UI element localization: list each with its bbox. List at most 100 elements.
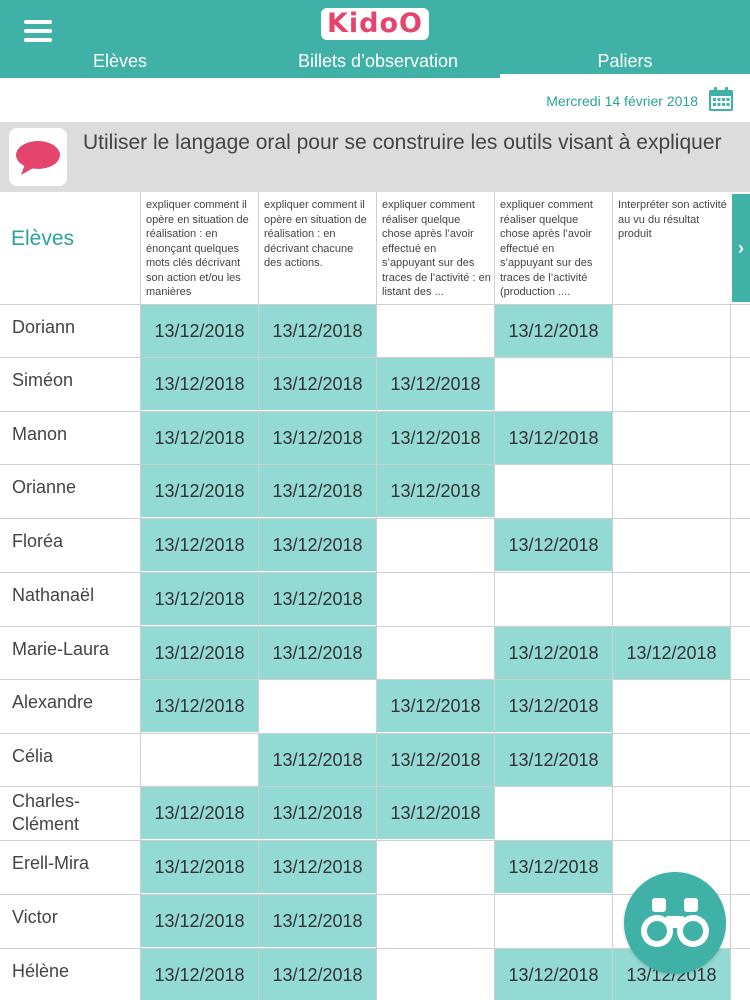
students-column-header: Elèves [11,227,75,250]
date-cell[interactable]: 13/12/2018 [141,412,258,464]
date-cell[interactable] [495,895,612,947]
date-cell[interactable]: 13/12/2018 [141,787,258,839]
date-cell[interactable] [495,787,612,839]
date-cell[interactable] [613,787,730,839]
date-cell[interactable]: 13/12/2018 [259,895,376,947]
date-cell[interactable] [613,734,730,786]
date-cell[interactable]: 13/12/2018 [377,465,494,517]
date-cell[interactable]: 13/12/2018 [377,358,494,410]
date-cell[interactable]: 13/12/2018 [377,787,494,839]
date-cell[interactable] [495,573,612,625]
date-cell[interactable]: 13/12/2018 [259,787,376,839]
chevron-right-icon[interactable]: › [732,194,750,302]
date-cell[interactable]: 13/12/2018 [259,412,376,464]
date-cell[interactable]: 13/12/2018 [259,519,376,571]
date-cell[interactable]: 13/12/2018 [259,627,376,679]
date-cell[interactable] [377,949,494,1000]
date-cell[interactable]: 13/12/2018 [495,680,612,732]
date-cell[interactable] [613,519,730,571]
student-name: Doriann [12,317,76,337]
date-cell[interactable] [613,358,730,410]
row-divider [0,733,750,734]
column-divider [258,304,259,1000]
date-cell[interactable]: 13/12/2018 [495,841,612,893]
date-cell[interactable]: 13/12/2018 [495,734,612,786]
date-cell[interactable] [495,465,612,517]
date-cell[interactable]: 13/12/2018 [141,519,258,571]
calendar-icon[interactable] [708,86,734,112]
date-cell[interactable]: 13/12/2018 [259,465,376,517]
date-cell[interactable]: 13/12/2018 [495,627,612,679]
date-cell[interactable]: 13/12/2018 [141,627,258,679]
date-cell[interactable]: 13/12/2018 [495,519,612,571]
date-cell[interactable]: 13/12/2018 [377,734,494,786]
column-divider [140,304,141,1000]
app-logo: KidoO [0,8,750,40]
date-cell[interactable] [613,305,730,357]
tab-billets-observation[interactable]: Billets d’observation [297,51,459,71]
current-date[interactable]: Mercredi 14 février 2018 [546,93,698,109]
date-cell[interactable]: 13/12/2018 [495,305,612,357]
student-name: Hélène [12,961,70,981]
row-divider [0,411,750,412]
date-cell[interactable]: 13/12/2018 [141,465,258,517]
date-cell[interactable]: 13/12/2018 [259,573,376,625]
date-cell[interactable]: 13/12/2018 [141,358,258,410]
student-name: Floréa [12,531,64,551]
tab-eleves[interactable]: Elèves [92,51,148,71]
top-bar: KidoO Elèves Billets d’observation Palie… [0,0,750,78]
skill-header: Utiliser le langage oral pour se constru… [0,122,750,192]
student-name: Alexandre [12,692,94,712]
row-divider [0,304,750,305]
date-cell[interactable] [613,573,730,625]
date-cell[interactable]: 13/12/2018 [377,680,494,732]
date-cell[interactable]: 13/12/2018 [141,895,258,947]
date-cell[interactable]: 13/12/2018 [141,680,258,732]
tab-bar: Elèves Billets d’observation Paliers [0,48,750,78]
date-row: Mercredi 14 février 2018 [0,78,750,122]
student-name: Charles-Clément [12,791,81,834]
date-cell[interactable]: 13/12/2018 [141,841,258,893]
row-divider [0,894,750,895]
date-cell[interactable]: 13/12/2018 [377,412,494,464]
date-cell[interactable] [495,358,612,410]
date-cell[interactable]: 13/12/2018 [613,627,730,679]
hamburger-menu-icon[interactable] [24,20,52,42]
column-header: expliquer comment il opère en situation … [258,192,376,304]
date-cell[interactable]: 13/12/2018 [495,949,612,1000]
student-name: Manon [12,424,68,444]
date-cell[interactable]: 13/12/2018 [141,949,258,1000]
date-cell[interactable] [377,627,494,679]
date-cell[interactable]: 13/12/2018 [259,305,376,357]
row-divider [0,679,750,680]
date-cell[interactable] [259,680,376,732]
date-cell[interactable]: 13/12/2018 [259,734,376,786]
date-cell[interactable]: 13/12/2018 [141,573,258,625]
date-cell[interactable] [613,680,730,732]
date-cell[interactable]: 13/12/2018 [495,412,612,464]
row-divider [0,464,750,465]
date-cell[interactable] [377,519,494,571]
column-divider [730,304,731,1000]
date-cell[interactable] [377,895,494,947]
date-cell[interactable] [377,305,494,357]
date-cell[interactable] [613,465,730,517]
date-cell[interactable] [377,573,494,625]
tab-paliers[interactable]: Paliers [500,48,750,78]
date-cell[interactable]: 13/12/2018 [259,358,376,410]
student-name: Célia [12,746,54,766]
date-cell[interactable] [377,841,494,893]
date-cell[interactable] [141,734,258,786]
row-divider [0,626,750,627]
date-cell[interactable]: 13/12/2018 [259,841,376,893]
binoculars-button[interactable] [624,872,726,974]
student-name: Marie-Laura [12,639,110,659]
date-cell[interactable] [613,412,730,464]
date-cell[interactable]: 13/12/2018 [141,305,258,357]
column-header: expliquer comment réaliser quelque chose… [494,192,612,304]
column-header: Interpréter son activité au vu du résult… [612,192,730,304]
column-divider [494,304,495,1000]
column-header: expliquer comment il opère en situation … [140,192,258,304]
column-divider [612,304,613,1000]
date-cell[interactable]: 13/12/2018 [259,949,376,1000]
